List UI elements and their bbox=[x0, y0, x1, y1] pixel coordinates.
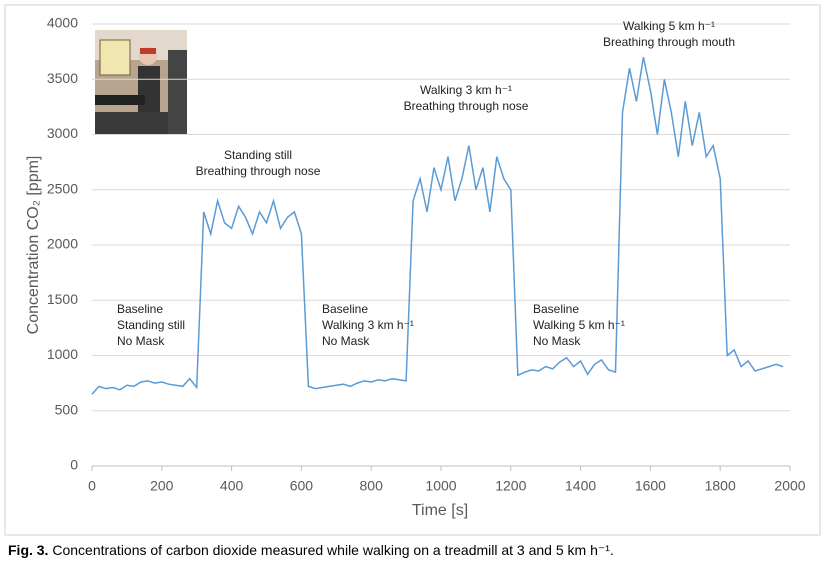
annotation: Walking 3 km h⁻¹ bbox=[322, 318, 414, 332]
x-tick-label: 1600 bbox=[635, 478, 666, 494]
x-tick-label: 1000 bbox=[425, 478, 456, 494]
caption-label: Fig. 3. bbox=[8, 542, 48, 558]
annotation: Baseline bbox=[533, 302, 579, 316]
annotation: Walking 3 km h⁻¹ bbox=[420, 83, 512, 97]
y-tick-label: 0 bbox=[70, 457, 78, 473]
caption-text: Concentrations of carbon dioxide measure… bbox=[52, 542, 613, 558]
data-line bbox=[91, 56, 784, 395]
x-tick-label: 1400 bbox=[565, 478, 596, 494]
x-axis-title: Time [s] bbox=[412, 502, 468, 519]
annotation: Breathing through mouth bbox=[603, 35, 735, 49]
x-tick-label: 1200 bbox=[495, 478, 526, 494]
annotation: No Mask bbox=[533, 334, 581, 348]
y-tick-label: 3500 bbox=[47, 70, 78, 86]
x-tick-label: 1800 bbox=[705, 478, 736, 494]
y-tick-label: 3000 bbox=[47, 125, 78, 141]
y-tick-label: 1500 bbox=[47, 291, 78, 307]
y-tick-label: 500 bbox=[55, 401, 79, 417]
annotation: Baseline bbox=[117, 302, 163, 316]
annotation: Baseline bbox=[322, 302, 368, 316]
annotation: Walking 5 km h⁻¹ bbox=[623, 19, 715, 33]
x-tick-label: 2000 bbox=[774, 478, 805, 494]
x-tick-label: 800 bbox=[360, 478, 384, 494]
annotation: No Mask bbox=[117, 334, 165, 348]
y-axis-title: Concentration CO₂ [ppm] bbox=[25, 156, 42, 335]
x-tick-label: 200 bbox=[150, 478, 174, 494]
annotation: Walking 5 km h⁻¹ bbox=[533, 318, 625, 332]
y-tick-label: 2500 bbox=[47, 180, 78, 196]
chart-frame bbox=[4, 4, 821, 536]
x-tick-label: 0 bbox=[88, 478, 96, 494]
caption: Fig. 3. Concentrations of carbon dioxide… bbox=[8, 542, 614, 558]
annotation: Standing still bbox=[224, 148, 292, 162]
annotation: Breathing through nose bbox=[404, 99, 529, 113]
annotation: Breathing through nose bbox=[196, 164, 321, 178]
photo bbox=[95, 30, 187, 135]
y-tick-label: 2000 bbox=[47, 236, 78, 252]
y-tick-label: 4000 bbox=[47, 15, 78, 31]
annotation: Standing still bbox=[117, 318, 185, 332]
x-tick-label: 600 bbox=[290, 478, 314, 494]
annotation: No Mask bbox=[322, 334, 370, 348]
y-tick-label: 1000 bbox=[47, 346, 78, 362]
x-tick-label: 400 bbox=[220, 478, 244, 494]
